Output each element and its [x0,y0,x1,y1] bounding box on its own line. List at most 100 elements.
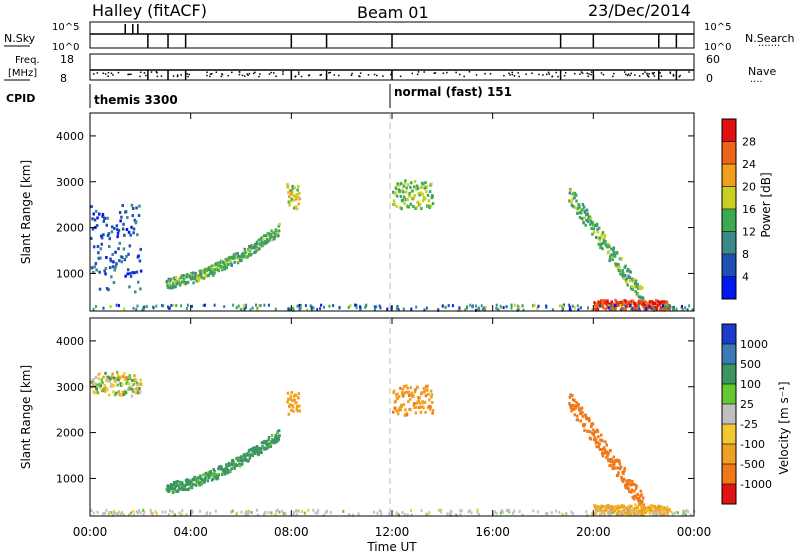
echo-cell [561,304,564,308]
echo-cell [420,181,424,185]
echo-cell [419,410,423,414]
echo-cell [134,378,138,382]
echo-cell [644,300,647,304]
echo-cell [647,302,650,306]
echo-cell [569,393,572,397]
echo-cell [99,247,103,251]
echo-cell [612,510,616,514]
echo-cell [233,260,236,264]
echo-cell [533,303,536,307]
echo-cell [654,301,657,305]
echo-cell [621,271,625,275]
echo-cell [661,308,664,312]
power-ylabel: Slant Range [km] [19,160,33,264]
echo-cell [106,234,110,237]
freq-dot [416,73,419,76]
echo-cell [113,393,117,397]
echo-cell [208,272,212,276]
freq-dot [538,73,540,76]
echo-cell [642,513,645,517]
echo-cell [577,203,581,207]
freq-dot [581,72,584,74]
echo-cell [254,249,258,253]
echo-cell [625,479,628,483]
echo-cell [355,306,358,310]
echo-cell [616,512,619,516]
x-tick-label: 16:00 [475,525,510,539]
echo-cell [409,202,413,206]
echo-cell [640,505,643,509]
echo-cell [407,400,410,404]
echo-cell [256,308,258,312]
echo-cell [120,260,124,264]
echo-cell [611,467,615,471]
echo-cell [404,408,407,412]
echo-cell [209,270,212,274]
echo-cell [606,299,609,303]
echo-cell [595,222,599,226]
colorbar-tick-label: -1000 [740,478,772,491]
echo-cell [225,463,228,467]
freq-dot [475,74,478,76]
echo-cell [484,306,487,310]
echo-cell [545,305,548,309]
echo-cell [616,251,619,255]
echo-cell [198,276,201,280]
echo-cell [251,454,254,458]
echo-cell [650,307,654,311]
echo-cell [622,504,626,508]
echo-cell [135,381,139,385]
freq-dot [678,75,681,78]
echo-cell [618,460,621,463]
freq-dot [238,71,241,73]
echo-cell [397,395,401,399]
echo-cell [630,490,633,494]
echo-cell [114,380,117,384]
echo-cell [296,304,299,308]
echo-cell [170,304,173,307]
colorbar-tick-label: 4 [742,271,749,284]
echo-cell [109,259,113,263]
nave-dots: ···· [750,77,763,88]
echo-cell [223,267,226,271]
echo-cell [232,303,235,307]
echo-cell [291,405,295,409]
echo-cell [256,449,259,453]
echo-cell [589,437,593,441]
echo-cell [608,508,611,512]
freq-dot [648,72,650,75]
echo-cell [112,390,115,394]
echo-cell [223,263,227,267]
echo-cell [629,270,632,274]
echo-cell [290,399,294,403]
freq-dot [143,72,146,74]
echo-cell [354,303,357,307]
echo-cell [165,279,169,283]
echo-cell [178,277,181,281]
echo-cell [649,511,652,515]
echo-cell [573,399,576,402]
echo-cell [394,406,397,410]
echo-cell [228,464,231,468]
freq-dot [579,73,581,75]
echo-cell [670,510,673,514]
echo-cell [328,304,331,308]
echo-cell [110,511,113,515]
echo-cell [231,509,234,513]
echo-cell [425,190,428,194]
echo-cell [599,245,603,249]
echo-cell [95,387,98,391]
echo-cell [429,389,433,393]
echo-cell [116,370,119,374]
echo-cell [115,303,118,307]
echo-cell [690,513,693,517]
echo-cell [418,396,421,400]
echo-cell [421,199,425,203]
echo-cell [602,306,605,310]
echo-cell [601,439,604,443]
freq-dot [411,72,414,75]
echo-cell [642,297,645,301]
echo-cell [236,458,240,462]
echo-cell [618,269,621,273]
echo-cell [401,387,405,391]
